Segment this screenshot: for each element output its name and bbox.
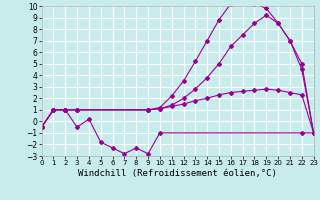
X-axis label: Windchill (Refroidissement éolien,°C): Windchill (Refroidissement éolien,°C) — [78, 169, 277, 178]
